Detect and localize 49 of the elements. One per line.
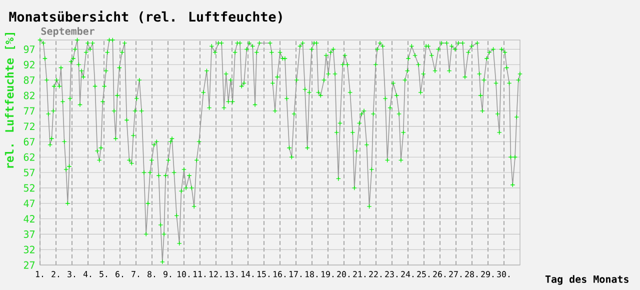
x-tick-label: 26. — [433, 271, 446, 278]
y-tick-label: 32 — [24, 246, 34, 254]
y-tick-label: 82 — [24, 92, 34, 100]
y-tick-label: 67 — [24, 138, 35, 146]
x-tick-label: 5. — [100, 271, 107, 278]
x-tick-label: 24. — [401, 271, 414, 278]
y-tick-label: 87 — [24, 76, 35, 84]
x-axis-title: Tag des Monats — [545, 275, 628, 285]
x-tick-label: 17. — [290, 271, 302, 278]
y-tick-label: 72 — [24, 122, 34, 130]
x-tick-label: 9. — [164, 271, 171, 278]
x-tick-label: 6. — [116, 271, 123, 278]
x-tick-label: 1. — [36, 271, 43, 278]
y-tick-label: 62 — [24, 153, 34, 161]
x-tick-label: 11. — [194, 271, 206, 278]
x-tick-label: 15. — [258, 271, 270, 278]
x-tick-label: 30. — [497, 271, 510, 278]
y-tick-label: 52 — [24, 184, 34, 192]
x-tick-label: 10. — [178, 271, 190, 278]
x-tick-label: 27. — [449, 271, 462, 278]
x-tick-label: 12. — [210, 271, 222, 278]
y-tick-label: 77 — [24, 107, 35, 115]
x-tick-label: 19. — [322, 271, 334, 278]
x-tick-label: 2. — [52, 271, 59, 278]
x-tick-label: 18. — [306, 271, 318, 278]
x-tick-label: 23. — [385, 271, 398, 278]
x-tick-label: 29. — [481, 271, 494, 278]
x-tick-label: 7. — [132, 271, 139, 278]
x-tick-label: 25. — [417, 271, 430, 278]
y-tick-label: 27 — [24, 261, 35, 269]
chart-title: Monatsübersicht (rel. Luftfeuchte) — [9, 10, 282, 24]
y-axis-title: rel. Luftfeuchte [%] — [4, 32, 16, 168]
y-tick-label: 57 — [24, 168, 35, 176]
x-tick-label: 16. — [274, 271, 286, 278]
y-tick-label: 92 — [24, 60, 34, 68]
x-tick-label: 14. — [242, 271, 254, 278]
x-tick-label: 28. — [465, 271, 478, 278]
x-tick-label: 4. — [83, 271, 91, 278]
x-tick-label: 22. — [369, 271, 382, 278]
x-tick-label: 13. — [226, 271, 238, 278]
x-tick-label: 3. — [68, 271, 75, 278]
chart-subtitle: September — [41, 27, 94, 37]
x-tick-label: 20. — [337, 271, 350, 278]
x-tick-label: 8. — [148, 271, 155, 278]
y-tick-label: 42 — [24, 215, 34, 222]
y-tick-label: 47 — [24, 200, 35, 208]
x-tick-label: 21. — [353, 271, 366, 278]
y-tick-label: 37 — [24, 230, 35, 238]
y-tick-label: 97 — [24, 45, 35, 54]
